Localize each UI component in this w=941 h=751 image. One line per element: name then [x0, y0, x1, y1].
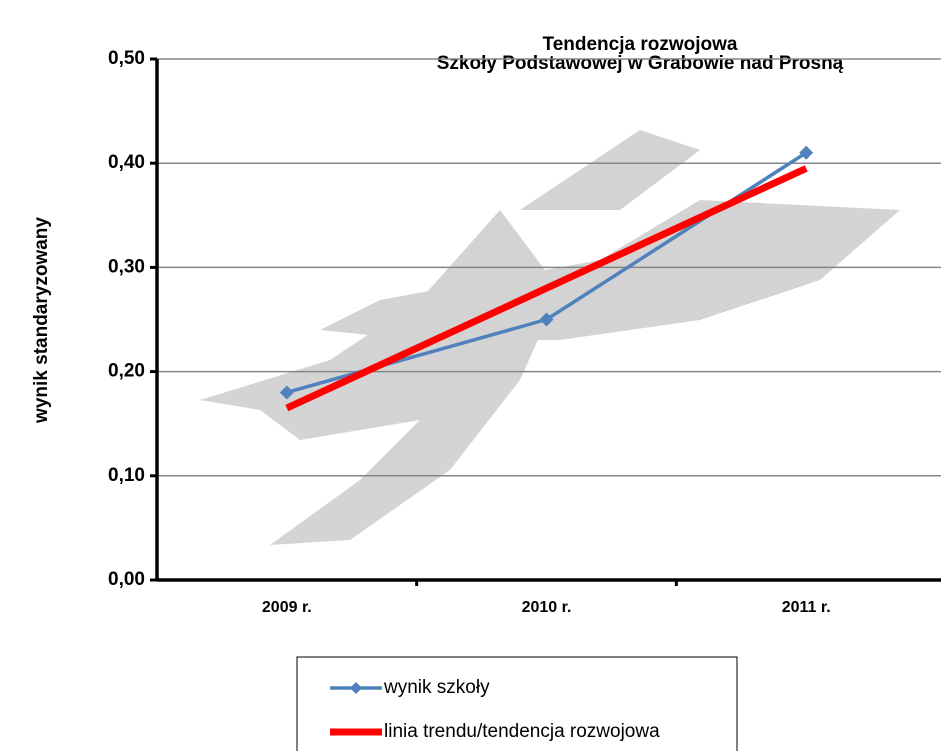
chart-title: Tendencja rozwojowa	[543, 34, 738, 55]
y-tick-label: 0,40	[108, 152, 145, 173]
y-tick-label: 0,00	[108, 569, 145, 590]
chart-subtitle: Szkoły Podstawowej w Grabowie nad Prosną	[437, 53, 844, 74]
legend-label: linia trendu/tendencja rozwojowa	[384, 721, 660, 742]
watermark-shape	[200, 210, 560, 545]
x-tick-label: 2009 r.	[262, 599, 312, 616]
y-tick-label: 0,50	[108, 48, 145, 69]
x-tick-label: 2010 r.	[522, 599, 572, 616]
y-tick-label: 0,10	[108, 465, 145, 486]
y-axis-label: wynik standaryzowany	[31, 217, 52, 424]
watermark-shape	[520, 130, 700, 210]
watermark-shape	[320, 200, 900, 340]
x-tick-label: 2011 r.	[782, 599, 831, 616]
legend-label: wynik szkoły	[383, 677, 490, 698]
y-tick-label: 0,30	[108, 256, 145, 277]
watermark	[200, 130, 900, 545]
y-tick-label: 0,20	[108, 361, 145, 382]
chart: Tendencja rozwojowa Szkoły Podstawowej w…	[0, 0, 941, 751]
